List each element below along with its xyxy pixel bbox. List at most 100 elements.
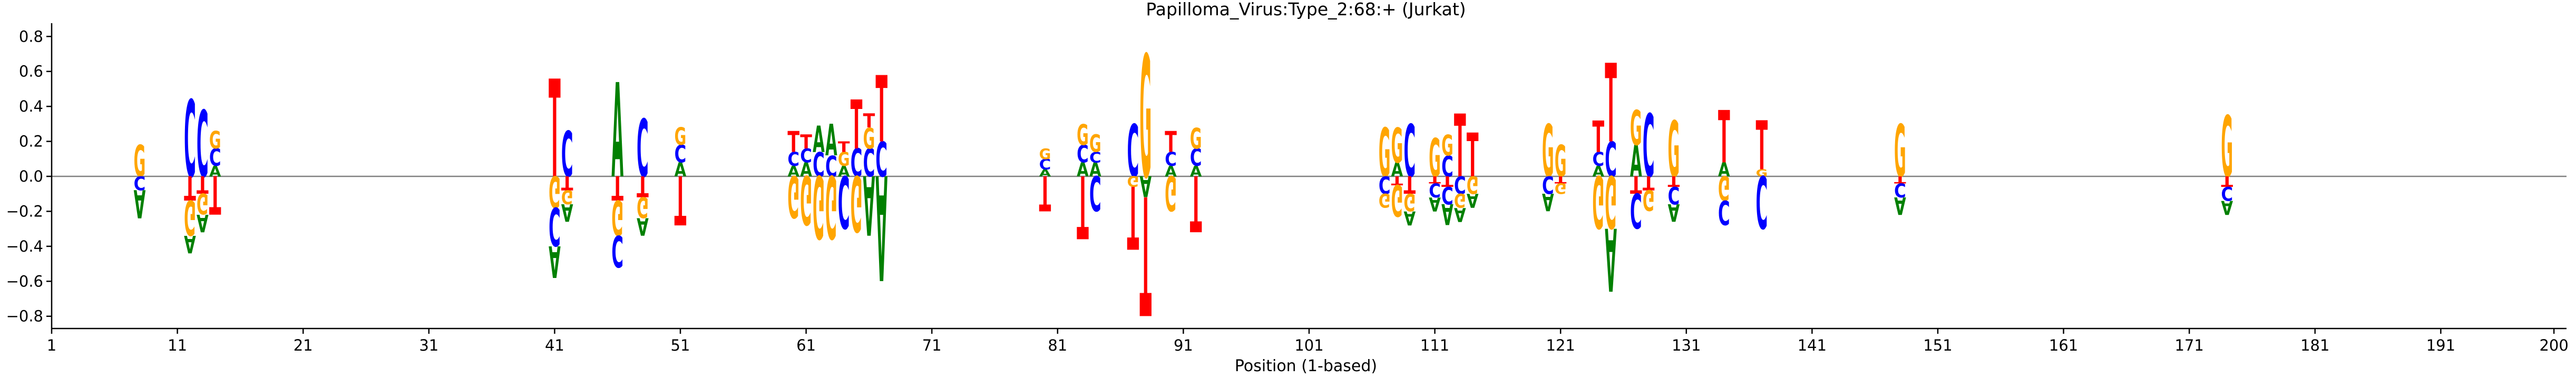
svg-text:A: A	[1894, 191, 1906, 220]
logo-letter-C: C	[813, 145, 825, 184]
x-tick-label: 171	[2175, 336, 2204, 354]
logo-letter-G: G	[1190, 123, 1202, 156]
logo-letter-G: G	[1555, 137, 1567, 187]
svg-text:A: A	[197, 208, 209, 237]
logo-letter-C: C	[1643, 97, 1655, 197]
svg-text:A: A	[863, 156, 875, 251]
svg-text:C: C	[1542, 170, 1554, 198]
logo-column-65: CTG	[851, 86, 863, 247]
logo-letter-T: T	[549, 52, 561, 208]
logo-letter-G: G	[1139, 22, 1152, 217]
svg-text:G: G	[1379, 114, 1391, 192]
logo-letter-G: G	[1127, 173, 1139, 189]
logo-letter-A: A	[611, 57, 623, 207]
logo-letter-A: A	[1718, 158, 1730, 181]
logo-letter-C: C	[1756, 159, 1768, 243]
svg-text:T: T	[1190, 158, 1202, 248]
logo-letter-T: T	[1467, 121, 1479, 191]
logo-letter-G: G	[863, 123, 875, 156]
svg-text:T: T	[209, 164, 221, 225]
svg-text:G: G	[549, 166, 561, 216]
svg-text:C: C	[875, 133, 887, 188]
logo-letter-G: G	[1165, 165, 1177, 221]
svg-text:G: G	[851, 158, 863, 247]
svg-text:T: T	[1467, 121, 1479, 191]
x-tick-label: 21	[294, 336, 313, 354]
svg-text:C: C	[1894, 179, 1906, 201]
x-tick-label: 141	[1798, 336, 1827, 354]
logo-column-62: CAG	[813, 119, 825, 256]
logo-letter-A: A	[813, 119, 825, 161]
svg-text:C: C	[184, 78, 196, 201]
logo-letter-G: G	[1894, 111, 1906, 194]
logo-letter-C: C	[875, 133, 887, 188]
svg-text:A: A	[1089, 158, 1101, 181]
svg-text:T: T	[1643, 172, 1655, 194]
logo-letter-C: C	[1404, 110, 1416, 194]
svg-text:C: C	[1165, 148, 1177, 171]
svg-text:G: G	[209, 126, 221, 154]
logo-letter-G: G	[1555, 180, 1567, 196]
svg-text:C: C	[1756, 159, 1768, 243]
svg-text:C: C	[134, 172, 146, 194]
svg-text:T: T	[1139, 159, 1152, 349]
svg-text:A: A	[2221, 196, 2233, 219]
svg-text:C: C	[1668, 181, 1680, 208]
logo-letter-C: C	[1718, 193, 1730, 232]
svg-text:C: C	[1127, 110, 1139, 194]
svg-text:G: G	[1089, 130, 1101, 157]
svg-text:G: G	[184, 190, 196, 245]
logo-letter-A: A	[1391, 158, 1403, 181]
logo-letter-C: C	[1190, 144, 1202, 172]
logo-letter-C: C	[184, 78, 196, 201]
x-tick-label: 71	[922, 336, 942, 354]
svg-text:C: C	[197, 93, 209, 198]
x-tick-label: 81	[1048, 336, 1067, 354]
logo-letter-T: T	[1139, 159, 1152, 349]
logo-letter-G: G	[1089, 130, 1101, 157]
logo-letter-T: T	[1127, 166, 1139, 267]
logo-letter-G: G	[1039, 146, 1051, 163]
logo-letter-T: T	[1643, 172, 1655, 194]
svg-text:G: G	[787, 163, 799, 230]
svg-text:A: A	[209, 163, 221, 180]
svg-text:T: T	[1404, 171, 1416, 198]
svg-text:G: G	[1542, 111, 1554, 194]
svg-text:C: C	[1089, 164, 1101, 220]
svg-text:G: G	[1555, 137, 1567, 187]
logo-column-137: GTC	[1756, 107, 1768, 242]
svg-text:T: T	[1165, 125, 1177, 159]
svg-text:A: A	[184, 230, 196, 258]
y-tick-label: 0.2	[19, 133, 43, 151]
logo-letter-C: C	[825, 151, 837, 184]
svg-text:T: T	[1039, 164, 1051, 220]
svg-text:T: T	[851, 86, 863, 164]
logo-letter-A: A	[209, 163, 221, 180]
logo-letter-G: G	[1379, 189, 1391, 212]
logo-column-121: GTG	[1555, 137, 1567, 196]
logo-letter-T: T	[675, 161, 687, 238]
logo-letter-G: G	[197, 186, 209, 220]
svg-text:C: C	[800, 145, 812, 167]
svg-text:G: G	[825, 156, 837, 256]
svg-text:G: G	[611, 190, 623, 245]
svg-text:G: G	[1139, 22, 1152, 217]
logo-letter-T: T	[637, 170, 649, 203]
x-tick-label: 91	[1174, 336, 1193, 354]
logo-letter-C: C	[2221, 182, 2233, 204]
x-tick-label: 31	[419, 336, 438, 354]
svg-text:G: G	[1467, 171, 1479, 198]
logo-letter-G: G	[1592, 159, 1604, 242]
svg-text:A: A	[1404, 207, 1416, 230]
y-axis: −0.8 −0.6 −0.4 −0.2 0.0 0.2 0.4 0.6 0.8	[6, 23, 53, 329]
